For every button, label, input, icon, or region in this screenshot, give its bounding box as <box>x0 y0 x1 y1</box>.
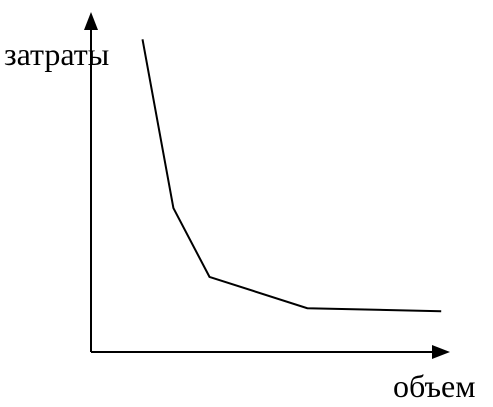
y-axis-label: затраты <box>4 36 109 72</box>
x-axis-label: объем <box>393 368 475 404</box>
y-axis-arrow <box>84 12 98 30</box>
x-axis-arrow <box>432 345 450 359</box>
cost-curve <box>141 39 442 313</box>
